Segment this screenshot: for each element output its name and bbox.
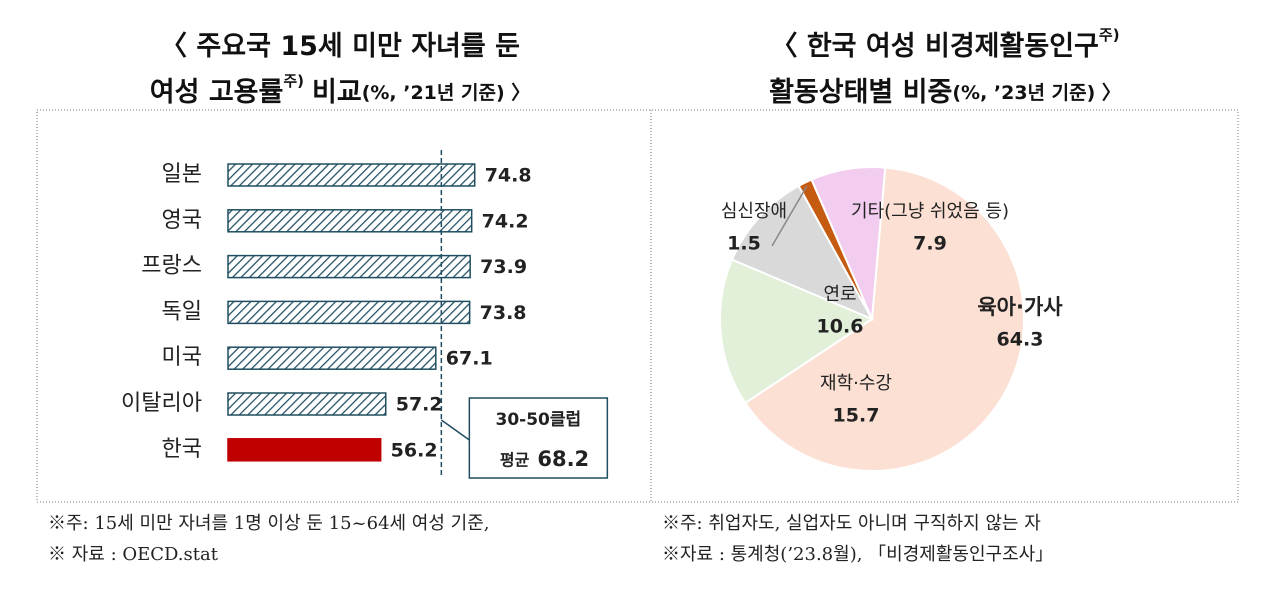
slice-value: 1.5 bbox=[727, 233, 761, 255]
category-label: 독일 bbox=[162, 299, 202, 324]
footnote: ※ 자료 : OECD.stat bbox=[48, 544, 219, 565]
annotation-box bbox=[468, 397, 609, 479]
title-note: 주) bbox=[283, 72, 304, 90]
subtitle-text: 여성 고용률 bbox=[150, 77, 284, 108]
annotation-prefix: 평균 bbox=[500, 451, 530, 470]
connector bbox=[440, 419, 470, 441]
leader-line bbox=[771, 185, 808, 247]
annotation-value: 68.2 bbox=[537, 447, 589, 471]
chart-title: 〈 주요국 15세 미만 자녀를 둔 bbox=[160, 31, 520, 62]
slice-value: 64.3 bbox=[997, 329, 1044, 351]
value-label: 73.9 bbox=[480, 256, 527, 278]
value-label: 74.2 bbox=[482, 210, 529, 232]
footnote: ※주: 취업자도, 실업자도 아니며 구직하지 않는 자 bbox=[662, 513, 1041, 534]
slice-label: 육아·가사 bbox=[977, 295, 1063, 319]
slice-value: 15.7 bbox=[833, 405, 880, 427]
chart-title: 〈 한국 여성 비경제활동인구주) bbox=[770, 26, 1119, 62]
slice-label: 기타(그냥 쉬었음 등) bbox=[851, 201, 1009, 222]
footnote: ※주: 15세 미만 자녀를 1명 이상 둔 15~64세 여성 기준, bbox=[48, 513, 490, 534]
value-label: 74.8 bbox=[485, 165, 532, 187]
slice-label: 연로 bbox=[823, 284, 856, 305]
category-label: 한국 bbox=[162, 437, 202, 462]
title-note: 주) bbox=[1099, 26, 1120, 44]
bar bbox=[227, 300, 471, 325]
value-label: 67.1 bbox=[446, 348, 493, 370]
subtitle-text: 활동상태별 비중 bbox=[769, 77, 952, 108]
unit-note: (%, ’21년 기준) 〉 bbox=[362, 81, 531, 104]
bar bbox=[227, 254, 471, 279]
bar bbox=[227, 209, 473, 233]
unit-note: (%, ’23년 기준) 〉 bbox=[952, 81, 1121, 104]
value-label: 57.2 bbox=[396, 394, 443, 416]
frame bbox=[36, 109, 1239, 503]
title-text: 〈 주요국 15세 미만 자녀를 둔 bbox=[160, 31, 520, 62]
category-label: 영국 bbox=[162, 208, 202, 233]
slice-value: 7.9 bbox=[913, 233, 947, 255]
bar bbox=[227, 163, 476, 187]
category-label: 일본 bbox=[162, 162, 202, 187]
bar bbox=[227, 346, 437, 370]
annotation-label: 30-50클럽 bbox=[496, 410, 582, 430]
pie-slice bbox=[719, 258, 875, 405]
bar bbox=[227, 438, 382, 462]
slice-label: 심신장애 bbox=[721, 201, 787, 222]
footnote: ※자료 : 통계청(’23.8월), 「비경제활동인구조사」 bbox=[662, 544, 1053, 565]
subtitle-tail: 비교 bbox=[312, 77, 362, 108]
pie-slice bbox=[743, 166, 1025, 472]
bar bbox=[227, 392, 387, 416]
value-label: 56.2 bbox=[391, 439, 438, 461]
category-label: 이탈리아 bbox=[121, 391, 202, 416]
slice-label: 재학·수강 bbox=[820, 373, 892, 394]
category-label: 프랑스 bbox=[141, 254, 202, 279]
slice-value: 10.6 bbox=[817, 316, 864, 338]
pie-slice bbox=[810, 166, 887, 320]
category-label: 미국 bbox=[162, 345, 202, 370]
pie-slice bbox=[730, 184, 875, 322]
chart-subtitle: 여성 고용률주) 비교(%, ’21년 기준) 〉 bbox=[150, 72, 531, 108]
value-label: 73.8 bbox=[480, 302, 527, 324]
chart-subtitle: 활동상태별 비중(%, ’23년 기준) 〉 bbox=[769, 77, 1121, 108]
title-text: 〈 한국 여성 비경제활동인구 bbox=[770, 31, 1098, 62]
